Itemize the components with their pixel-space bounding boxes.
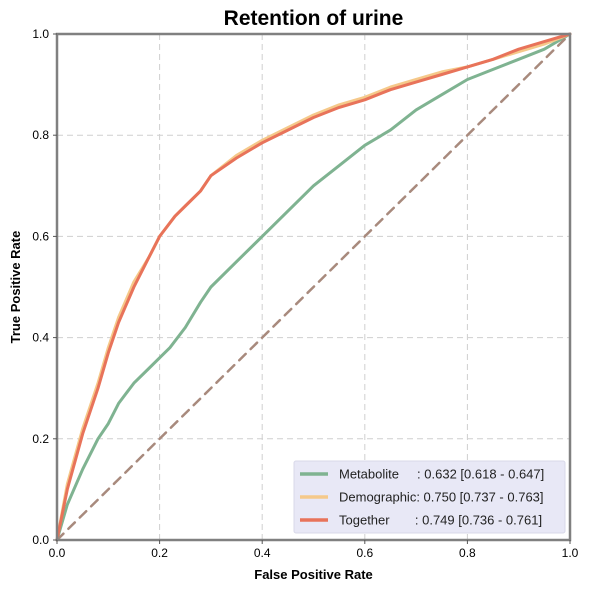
chart-title: Retention of urine xyxy=(224,7,404,30)
series-line-chance xyxy=(55,32,572,542)
series-line-together xyxy=(55,32,572,542)
x-tick-label: 0.0 xyxy=(49,546,66,560)
x-tick-label: 0.6 xyxy=(356,546,373,560)
x-tick-label: 1.0 xyxy=(562,546,579,560)
legend: Metabolite : 0.632 [0.618 - 0.647] Demogr… xyxy=(293,460,566,534)
x-tick-label: 0.8 xyxy=(459,546,476,560)
y-tick-label: 0.0 xyxy=(32,533,49,547)
y-tick-label: 0.6 xyxy=(32,229,49,243)
y-tick-label: 0.8 xyxy=(32,128,49,142)
x-axis-ticks: 0.0 0.2 0.4 0.6 0.8 1.0 xyxy=(49,540,579,560)
y-tick-label: 0.4 xyxy=(32,331,49,345)
y-axis-ticks: 0.0 0.2 0.4 0.6 0.8 1.0 xyxy=(32,27,57,547)
x-tick-label: 0.2 xyxy=(151,546,168,560)
legend-label-metabolite: Metabolite : 0.632 [0.618 - 0.647] xyxy=(339,467,544,482)
legend-label-together: Together : 0.749 [0.736 - 0.761] xyxy=(339,513,542,528)
series-layer xyxy=(55,32,572,542)
plot-frame xyxy=(55,32,572,542)
y-axis-label: True Positive Rate xyxy=(8,231,23,344)
x-axis-label: False Positive Rate xyxy=(254,567,373,582)
grid xyxy=(57,34,570,540)
x-tick-label: 0.4 xyxy=(254,546,271,560)
legend-box xyxy=(293,460,566,534)
y-tick-label: 0.2 xyxy=(32,432,49,446)
y-tick-label: 1.0 xyxy=(32,27,49,41)
legend-label-demographic: Demographic: 0.750 [0.737 - 0.763] xyxy=(339,490,544,505)
series-line-metabolite xyxy=(55,32,572,542)
